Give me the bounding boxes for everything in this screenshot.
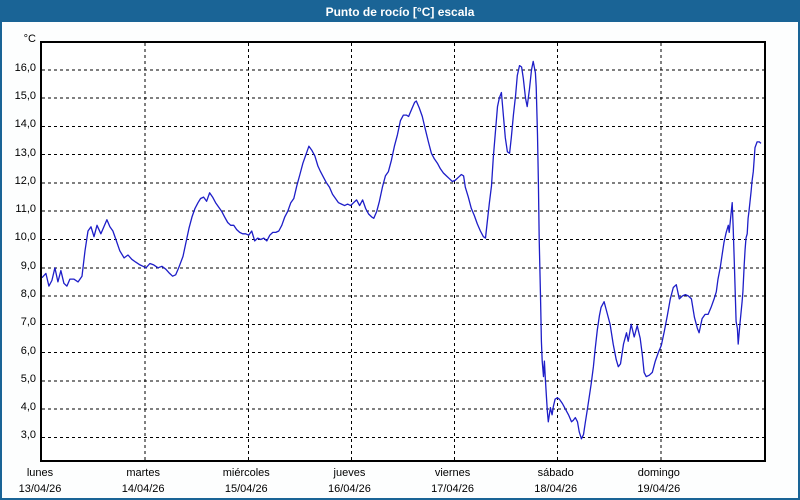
x-date-label: 13/04/26 [18, 483, 62, 495]
y-tick-label: 7,0 [20, 316, 36, 329]
x-date-label: 15/04/26 [224, 483, 268, 495]
x-day-name-label: domingo [637, 467, 680, 479]
x-day-name-label: sábado [537, 467, 574, 479]
x-day-name-label: lunes [26, 467, 54, 479]
x-day-name-label: jueves [333, 467, 366, 479]
y-tick-label: 9,0 [20, 259, 36, 272]
dew-point-line-chart [42, 43, 764, 460]
y-tick-label: 8,0 [20, 288, 36, 301]
y-tick-label: 6,0 [20, 344, 36, 357]
x-date-label: 14/04/26 [121, 483, 165, 495]
x-day-name-label: martes [126, 467, 160, 479]
y-tick-label: 13,0 [14, 146, 36, 159]
title-bar: Punto de rocío [°C] escala [2, 2, 798, 22]
y-tick-label: 3,0 [20, 429, 36, 442]
y-tick-label: 11,0 [15, 203, 36, 216]
y-tick-label: 10,0 [14, 231, 36, 244]
y-tick-label: 5,0 [20, 372, 36, 385]
plot-area [40, 41, 766, 462]
y-axis-unit-label: °C [23, 33, 36, 45]
y-tick-label: 4,0 [20, 401, 36, 414]
dew-point-series-line [42, 60, 762, 440]
y-tick-label: 12,0 [14, 174, 36, 187]
chart-title: Punto de rocío [°C] escala [325, 5, 475, 19]
x-day-name-label: viernes [434, 467, 471, 479]
y-tick-label: 15,0 [14, 90, 36, 103]
y-tick-label: 16,0 [14, 61, 36, 74]
x-date-label: 16/04/26 [328, 483, 371, 495]
x-date-label: 19/04/26 [637, 483, 681, 495]
x-date-label: 18/04/26 [534, 483, 578, 495]
x-day-name-label: miércoles [222, 467, 270, 479]
x-date-label: 17/04/26 [431, 483, 474, 495]
y-tick-label: 14,0 [14, 118, 36, 131]
